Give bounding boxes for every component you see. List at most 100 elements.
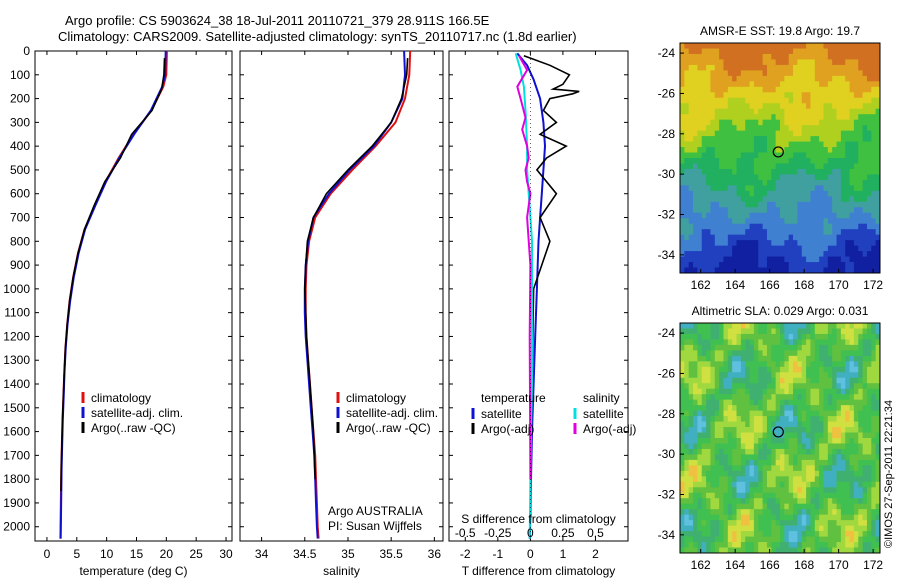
map-cell [732, 59, 737, 66]
map-cell [714, 251, 720, 257]
map-cell [719, 355, 724, 362]
map-cell [836, 421, 842, 428]
map-cell [780, 245, 785, 252]
map-cell [858, 366, 864, 373]
map-cell [784, 201, 790, 208]
map-cell [780, 267, 785, 274]
map-cell [819, 377, 824, 384]
map-cell [684, 130, 690, 137]
map-cell [745, 59, 750, 66]
map-cell [771, 333, 777, 340]
map-cell [680, 108, 685, 115]
map-cell [693, 328, 698, 335]
map-cell [836, 531, 842, 537]
map-cell [832, 92, 837, 99]
map-cell [823, 525, 829, 532]
map-cell [810, 251, 816, 257]
map-cell [688, 520, 694, 527]
map-cell [871, 97, 877, 104]
map-cell [758, 470, 764, 477]
map-cell [701, 70, 707, 77]
map-cell [736, 361, 742, 368]
map-cell [871, 509, 877, 516]
map-cell [832, 465, 837, 472]
map-cell [688, 130, 694, 137]
map-cell [784, 152, 790, 159]
map-cell [871, 207, 877, 214]
map-cell [723, 344, 729, 351]
map-cell [701, 454, 707, 461]
map-cell [836, 536, 842, 543]
map-cell [758, 432, 764, 439]
map-cell [775, 355, 781, 362]
map-cell [727, 158, 733, 164]
map-cell [745, 262, 750, 268]
map-cell [871, 240, 877, 247]
map-cell [814, 372, 820, 379]
map-cell [697, 339, 703, 346]
map-cell [688, 454, 694, 461]
map-cell [871, 125, 877, 132]
map-cell [697, 514, 703, 521]
map-cell [823, 487, 829, 494]
map-cell [823, 372, 829, 379]
map-cell [710, 421, 716, 428]
map-cell [736, 509, 742, 516]
map-cell [849, 498, 855, 505]
map-cell [836, 366, 842, 373]
map-cell [858, 174, 864, 181]
map-cell [806, 43, 811, 49]
map-cell [862, 350, 868, 357]
map-cell [836, 136, 842, 142]
map-cell [871, 48, 877, 55]
map-cell [823, 509, 829, 516]
map-cell [793, 190, 798, 197]
map-cell [701, 97, 707, 104]
map-cell [875, 75, 881, 82]
map-cell [719, 81, 724, 88]
map-cell [775, 366, 781, 373]
map-cell [875, 448, 881, 455]
map-cell [766, 201, 772, 208]
depth-tick-label: 100 [10, 68, 30, 82]
map-cell [845, 53, 850, 60]
map-cell [706, 75, 711, 82]
map-cell [845, 196, 850, 203]
map-cell [771, 388, 777, 395]
map-cell [871, 531, 877, 537]
map-cell [840, 147, 846, 153]
map-cell [840, 245, 846, 252]
map-cell [766, 531, 772, 537]
map-cell [836, 470, 842, 477]
map-cell [849, 245, 855, 252]
map-cell [758, 448, 764, 455]
map-cell [762, 328, 768, 335]
map-cell [849, 179, 855, 186]
map-cell [845, 476, 850, 483]
map-cell [749, 383, 755, 390]
map-cell [701, 245, 707, 252]
map-cell [693, 377, 698, 384]
map-cell [749, 97, 755, 104]
map-cell [840, 141, 846, 148]
map-cell [684, 520, 690, 527]
map-cell [832, 394, 837, 401]
map-cell [706, 64, 711, 71]
map-cell [745, 525, 750, 532]
map-cell [819, 163, 824, 170]
map-cell [793, 492, 798, 499]
map-cell [732, 492, 737, 499]
map-cell [762, 168, 768, 175]
map-cell [758, 438, 764, 444]
map-cell [688, 262, 694, 268]
map-cell [875, 514, 881, 521]
map-cell [771, 465, 777, 472]
map-cell [836, 487, 842, 494]
map-cell [849, 229, 855, 236]
map-cell [845, 323, 850, 329]
map-cell [853, 432, 859, 439]
map-cell [849, 339, 855, 346]
map-cell [688, 223, 694, 230]
map-cell [875, 416, 881, 422]
map-cell [780, 212, 785, 219]
